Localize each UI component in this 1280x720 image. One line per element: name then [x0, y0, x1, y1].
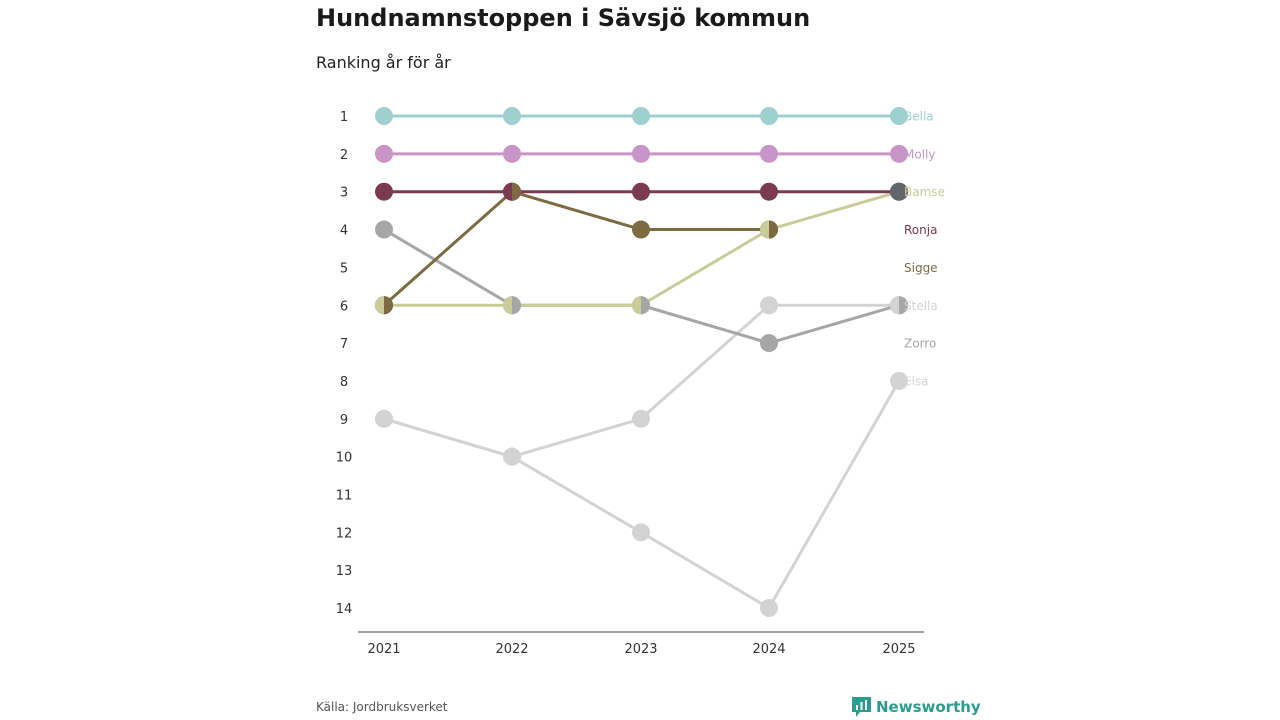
x-tick-label: 2023	[624, 642, 657, 657]
y-tick-label: 9	[340, 413, 348, 428]
data-point-half-bamse	[760, 220, 769, 239]
chart-title: Hundnamnstoppen i Sävsjö kommun	[316, 4, 811, 32]
y-tick-label: 2	[340, 148, 348, 163]
data-point-overlap	[890, 182, 908, 201]
data-point-ronja	[760, 182, 778, 201]
data-point-bella	[760, 107, 778, 125]
series-points	[375, 107, 909, 618]
data-point-bella	[890, 107, 908, 125]
data-point-bella	[632, 107, 650, 125]
newsworthy-logo-icon	[852, 697, 871, 717]
series-label-bamse: Bamse	[904, 185, 945, 199]
data-point-bella	[375, 107, 393, 125]
brand-name: Newsworthy	[876, 698, 981, 716]
series-label-elsa: Elsa	[904, 374, 929, 388]
data-point-half-bamse	[375, 296, 384, 315]
data-point-half-ronja	[503, 182, 512, 201]
y-tick-label: 3	[340, 186, 348, 201]
data-point-molly	[375, 144, 393, 163]
series-line-sigge	[383, 190, 769, 307]
x-tick-label: 2025	[882, 642, 915, 657]
data-point-molly	[503, 144, 521, 163]
data-point-half-zorro	[512, 296, 521, 315]
data-point-ronja	[375, 182, 393, 201]
series-line-bamse	[384, 190, 900, 307]
data-point-half-sigge	[384, 296, 393, 315]
data-point-elsa	[890, 371, 908, 390]
series-line-zorro	[383, 228, 900, 345]
x-tick-label: 2024	[752, 642, 785, 657]
data-point-zorro	[760, 334, 778, 353]
series-label-bella: Bella	[904, 110, 934, 124]
data-point-molly	[632, 144, 650, 163]
y-tick-label: 12	[336, 526, 353, 541]
series-label-ronja: Ronja	[904, 223, 937, 237]
data-point-stella	[632, 409, 650, 428]
data-point-half-sigge	[512, 182, 521, 201]
chart-subtitle: Ranking år för år	[316, 53, 451, 72]
x-tick-label: 2021	[367, 642, 400, 657]
y-tick-label: 6	[340, 299, 348, 314]
series-label-sigge: Sigge	[904, 261, 938, 275]
data-point-elsa	[760, 599, 778, 618]
source-note: Källa: Jordbruksverket	[316, 700, 448, 714]
y-tick-label: 8	[340, 375, 348, 390]
series-label-molly: Molly	[904, 147, 935, 161]
data-point-molly	[890, 144, 908, 163]
y-tick-label: 11	[336, 489, 353, 504]
y-tick-label: 10	[336, 451, 353, 466]
y-tick-label: 4	[340, 224, 348, 239]
data-point-half-stella	[890, 296, 899, 315]
data-point-sigge	[632, 220, 650, 239]
data-point-ronja	[632, 182, 650, 201]
data-point-molly	[760, 144, 778, 163]
data-point-half-zorro	[899, 296, 909, 315]
data-point-bella	[503, 107, 521, 125]
y-tick-label: 1	[340, 110, 348, 125]
y-tick-label: 14	[336, 602, 353, 617]
data-point-stella	[760, 296, 778, 315]
x-tick-labels: 2021 2022 2023 2024 2025	[367, 642, 915, 657]
series-labels: Bella Molly Bamse Ronja Sigge Stella Zorro Elsa	[904, 110, 945, 389]
brand-logo[interactable]: Newsworthy	[852, 697, 981, 717]
y-tick-label: 13	[336, 564, 353, 579]
data-point-half-bamse	[503, 296, 512, 315]
data-point-stella	[503, 447, 521, 466]
y-tick-label: 7	[340, 337, 348, 352]
y-tick-label: 5	[340, 261, 348, 276]
data-point-elsa	[632, 523, 650, 542]
data-point-zorro	[375, 220, 393, 239]
data-point-half-sigge	[769, 220, 778, 239]
x-tick-label: 2022	[495, 642, 528, 657]
data-point-stella	[375, 409, 393, 428]
series-label-stella: Stella	[904, 299, 938, 313]
data-point-half-bamse	[632, 296, 641, 315]
data-point-half-zorro	[641, 296, 650, 315]
series-label-zorro: Zorro	[904, 337, 936, 351]
